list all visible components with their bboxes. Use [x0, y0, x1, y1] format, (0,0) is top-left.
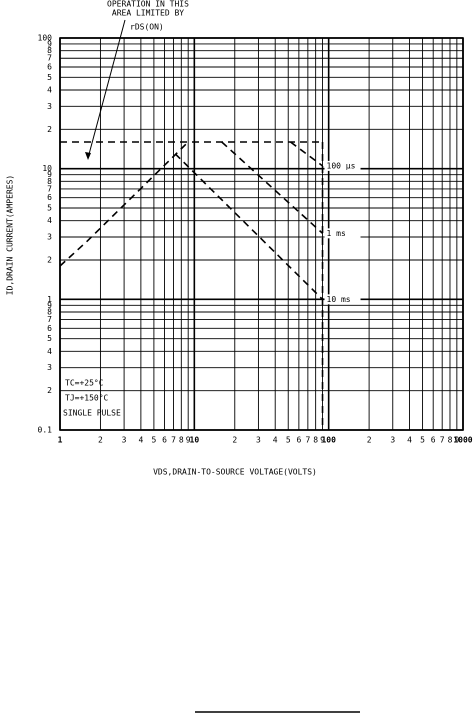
- y-tick-label: 5: [47, 73, 52, 82]
- y-tick-label: 5: [47, 204, 52, 213]
- x-tick-label: 2: [367, 436, 372, 445]
- x-tick-label: 7: [171, 436, 176, 445]
- x-tick-label: 6: [296, 436, 301, 445]
- curve-label: 100 µs: [327, 161, 356, 170]
- y-tick-label: 5: [47, 334, 52, 343]
- arrow-head: [85, 152, 91, 160]
- y-tick-label: 7: [47, 315, 52, 324]
- x-tick-label: 8: [313, 436, 318, 445]
- y-tick-label: 4: [47, 85, 52, 94]
- y-tick-label: 9: [47, 39, 52, 48]
- annotation: AREA LIMITED BY: [112, 9, 184, 18]
- y-tick-label: 4: [47, 216, 52, 225]
- curve: [174, 153, 324, 300]
- y-axis-label: ID,DRAIN CURRENT(AMPERES): [6, 175, 15, 295]
- x-tick-label: 8: [448, 436, 453, 445]
- curve-label: 1 ms: [327, 229, 346, 238]
- x-tick-label: 1000: [453, 436, 472, 445]
- annotation: TC=+25°C: [65, 379, 104, 388]
- x-tick-label: 5: [151, 436, 156, 445]
- label-bg: [324, 160, 361, 171]
- y-tick-label: 8: [47, 46, 52, 55]
- x-tick-label: 4: [138, 436, 143, 445]
- y-tick-label: 6: [47, 62, 52, 71]
- y-tick-label: 6: [47, 324, 52, 333]
- y-tick-label: 100: [38, 34, 53, 43]
- x-tick-label: 3: [390, 436, 395, 445]
- x-tick-label: 3: [122, 436, 127, 445]
- curve: [290, 141, 323, 167]
- y-tick-label: 2: [47, 125, 52, 134]
- x-tick-label: 9: [454, 436, 459, 445]
- x-tick-label: 7: [440, 436, 445, 445]
- y-tick-label: 7: [47, 184, 52, 193]
- y-tick-label: 2: [47, 255, 52, 264]
- x-tick-label: 7: [305, 436, 310, 445]
- plot-frame: [59, 37, 464, 431]
- annotation: rDS(ON): [130, 23, 164, 32]
- x-tick-label: 2: [232, 436, 237, 445]
- x-tick-label: 6: [162, 436, 167, 445]
- y-tick-label: 0.1: [38, 426, 53, 435]
- x-tick-label: 5: [420, 436, 425, 445]
- x-tick-label: 3: [256, 436, 261, 445]
- x-tick-label: 6: [431, 436, 436, 445]
- curve-label: 10 ms: [327, 295, 351, 304]
- x-axis-label: VDS,DRAIN-TO-SOURCE VOLTAGE(VOLTS): [153, 468, 317, 477]
- x-tick-label: 8: [179, 436, 184, 445]
- curve: [59, 141, 189, 267]
- y-tick-label: 3: [47, 232, 52, 241]
- label-bg: [324, 228, 361, 239]
- x-tick-label: 9: [186, 436, 191, 445]
- y-tick-label: 4: [47, 347, 52, 356]
- y-tick-label: 10: [42, 164, 52, 173]
- annotation: SINGLE PULSE: [63, 409, 121, 418]
- y-tick-label: 3: [47, 363, 52, 372]
- x-tick-label: 9: [320, 436, 325, 445]
- y-tick-label: 9: [47, 170, 52, 179]
- x-tick-label: 1: [58, 436, 63, 445]
- y-tick-label: 9: [47, 301, 52, 310]
- y-tick-label: 1: [47, 295, 52, 304]
- curve: [221, 141, 324, 234]
- y-tick-label: 3: [47, 102, 52, 111]
- x-tick-label: 2: [98, 436, 103, 445]
- y-tick-label: 6: [47, 193, 52, 202]
- y-tick-label: 7: [47, 54, 52, 63]
- annotation: OPERATION IN THIS: [107, 0, 189, 9]
- y-tick-label: 8: [47, 177, 52, 186]
- x-tick-label: 4: [273, 436, 278, 445]
- x-tick-label: 5: [286, 436, 291, 445]
- arrow: [87, 19, 126, 159]
- x-tick-label: 4: [407, 436, 412, 445]
- x-tick-label: 100: [321, 436, 336, 445]
- y-tick-label: 8: [47, 307, 52, 316]
- note-box: [61, 372, 141, 429]
- annotation: TJ=+150°C: [65, 394, 109, 403]
- x-tick-label: 10: [190, 436, 200, 445]
- label-bg: [324, 294, 361, 305]
- y-tick-label: 2: [47, 386, 52, 395]
